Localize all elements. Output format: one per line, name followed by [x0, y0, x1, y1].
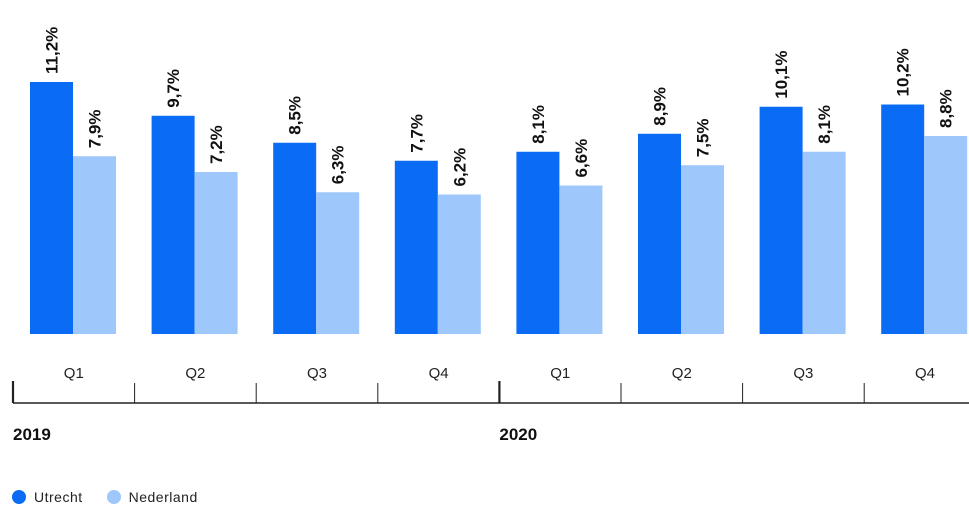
- data-label-nederland-5: 6,6%: [572, 139, 591, 178]
- data-label-utrecht-8: 10,2%: [894, 48, 913, 96]
- bar-utrecht-6: [638, 133, 681, 334]
- legend-swatch-nederland: [106, 490, 121, 504]
- bar-utrecht-2: [151, 115, 195, 334]
- year-label-2020: 2020: [499, 425, 537, 444]
- bar-nederland-6: [681, 165, 724, 334]
- bar-nederland-7: [802, 151, 846, 334]
- bar-chart: 11,2% 7,9% Q1 9,7% 7,2% Q2 8,5% 6,3% Q3 7,7% 6,2% Q…: [11, 27, 969, 444]
- data-label-utrecht-4: 7,7%: [407, 114, 426, 153]
- legend-label-utrecht: Utrecht: [34, 489, 83, 505]
- bar-nederland-5: [559, 185, 603, 334]
- data-label-nederland-2: 7,2%: [207, 125, 226, 164]
- data-label-utrecht-3: 8,5%: [286, 96, 305, 135]
- data-label-nederland-8: 8,8%: [937, 89, 956, 128]
- bar-utrecht-3: [273, 142, 317, 334]
- data-label-nederland-1: 7,9%: [86, 110, 105, 149]
- legend-item-utrecht: Utrecht: [12, 489, 83, 505]
- category-label-3: Q3: [307, 365, 327, 382]
- category-label-8: Q4: [915, 365, 935, 382]
- bar-utrecht-5: [516, 151, 560, 334]
- legend-item-nederland: Nederland: [106, 489, 198, 505]
- category-label-4: Q4: [429, 365, 449, 382]
- bar-nederland-3: [316, 192, 360, 334]
- bar-utrecht-1: [30, 82, 73, 334]
- data-label-nederland-3: 6,3%: [329, 146, 348, 185]
- data-label-nederland-4: 6,2%: [450, 148, 469, 187]
- year-label-2019: 2019: [13, 425, 51, 444]
- bar-nederland-4: [437, 194, 481, 334]
- data-label-utrecht-5: 8,1%: [529, 105, 548, 144]
- bar-nederland-2: [194, 172, 238, 334]
- bar-utrecht-8: [881, 104, 925, 334]
- category-label-6: Q2: [672, 365, 692, 382]
- bar-nederland-1: [73, 156, 116, 334]
- bar-nederland-8: [924, 136, 968, 334]
- category-label-2: Q2: [185, 365, 205, 382]
- category-label-7: Q3: [793, 365, 813, 382]
- category-label-1: Q1: [64, 365, 84, 382]
- data-label-nederland-6: 7,5%: [694, 119, 713, 158]
- data-label-utrecht-6: 8,9%: [651, 87, 670, 126]
- legend: Utrecht Nederland: [12, 489, 222, 505]
- bar-utrecht-7: [759, 106, 803, 334]
- category-label-5: Q1: [550, 365, 570, 382]
- data-label-nederland-7: 8,1%: [815, 105, 834, 144]
- data-label-utrecht-7: 10,1%: [772, 51, 791, 99]
- bar-utrecht-4: [394, 160, 438, 334]
- legend-label-nederland: Nederland: [128, 489, 198, 505]
- data-label-utrecht-2: 9,7%: [164, 69, 183, 108]
- data-label-utrecht-1: 11,2%: [43, 27, 62, 74]
- legend-swatch-utrecht: [12, 490, 26, 504]
